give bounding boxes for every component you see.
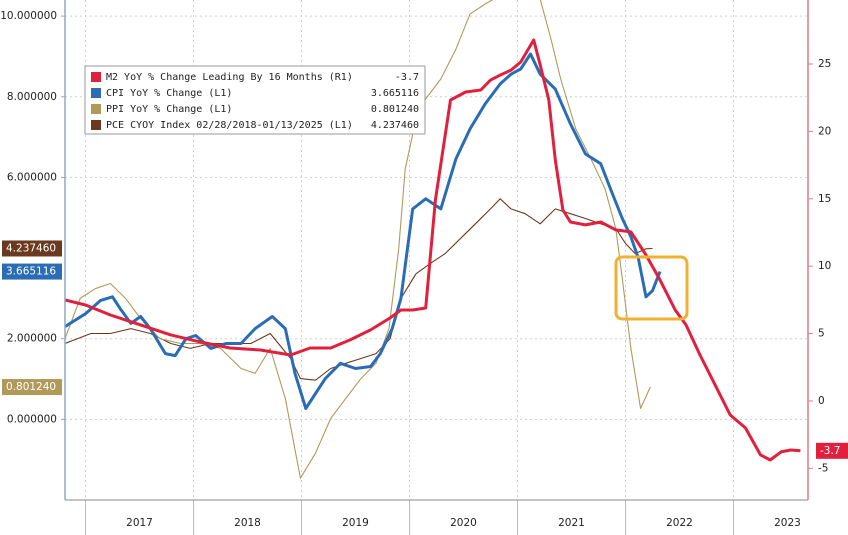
legend-label: PPI YoY % Change (L1) — [106, 104, 232, 115]
value-badge-label: 3.665116 — [6, 266, 56, 278]
x-tick-label: 2021 — [558, 517, 585, 529]
series-line — [65, 0, 651, 479]
x-tick-label: 2018 — [234, 517, 261, 529]
y2-tick-label: 5 — [818, 328, 825, 340]
x-tick-label: 2023 — [774, 517, 801, 529]
legend-swatch — [91, 104, 101, 114]
y2-tick-label: 0 — [818, 395, 825, 407]
x-tick-label: 2022 — [666, 517, 693, 529]
legend-value: -3.7 — [395, 72, 419, 83]
plot-area — [65, 0, 801, 479]
legend-swatch — [91, 72, 101, 82]
series-line — [65, 52, 662, 410]
legend-label: M2 YoY % Change Leading By 16 Months (R1… — [106, 72, 353, 83]
legend: M2 YoY % Change Leading By 16 Months (R1… — [84, 65, 426, 135]
legend-swatch — [91, 88, 101, 98]
y2-tick-label: 15 — [818, 193, 831, 205]
legend-swatch — [91, 120, 101, 130]
value-badge-label: 0.801240 — [6, 381, 56, 393]
highlight-box — [614, 255, 689, 321]
grid: 0.000000 2.000000 6.000000 8.000000 10.00000… — [0, 0, 831, 535]
legend-label: PCE CYOY Index 02/28/2018-01/13/2025 (L1… — [106, 120, 353, 131]
legend-value: 3.665116 — [371, 88, 419, 99]
x-tick-label: 2017 — [126, 517, 153, 529]
x-tick-label: 2019 — [342, 517, 369, 529]
y-tick-label: 2.000000 — [7, 333, 57, 345]
badges: -3.7 3.665116 0.801240 4.237460 — [2, 240, 848, 459]
value-badge — [2, 263, 62, 280]
y2-tick-label: 25 — [818, 58, 831, 70]
y-tick-label: 6.000000 — [7, 171, 57, 183]
y2-tick-label: 10 — [818, 260, 831, 272]
x-tick-label: 2020 — [450, 517, 477, 529]
y-tick-label: 0.000000 — [7, 413, 57, 425]
series-line — [65, 38, 801, 462]
y2-tick-label: -5 — [818, 462, 828, 474]
y-tick-label: 10.000000 — [0, 10, 57, 22]
y2-tick-label: 20 — [818, 125, 831, 137]
y-tick-label: 8.000000 — [7, 91, 57, 103]
legend-value: 0.801240 — [371, 104, 419, 115]
value-badge — [2, 379, 62, 396]
value-badge — [2, 240, 62, 257]
legend-box — [84, 65, 426, 135]
value-badge — [816, 442, 848, 459]
value-badge-label: 4.237460 — [6, 242, 56, 254]
legend-value: 4.237460 — [371, 120, 419, 131]
value-badge-label: -3.7 — [820, 445, 841, 457]
legend-label: CPI YoY % Change (L1) — [106, 88, 232, 99]
